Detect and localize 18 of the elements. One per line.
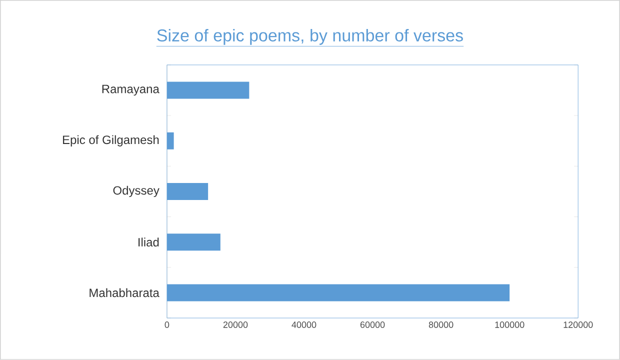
chart-title: Size of epic poems, by number of verses (157, 29, 463, 45)
x-tick-label: 80000 (428, 322, 454, 328)
x-tick-label: 0 (164, 322, 170, 328)
bar (166, 82, 250, 99)
x-tick-label: 60000 (360, 322, 385, 328)
x-tick-label: 100000 (495, 322, 524, 328)
bar (166, 234, 220, 251)
y-tick-label: Ramayana (102, 84, 160, 96)
y-tick-label: Mahabharata (90, 288, 160, 298)
x-tick-label: 120000 (564, 322, 593, 328)
y-tick-label: Epic of Gilgamesh (63, 135, 159, 146)
bar (166, 132, 174, 150)
bar (166, 284, 510, 302)
x-tick-label: 20000 (223, 322, 248, 328)
x-tick-label: 40000 (292, 322, 316, 328)
y-tick-label: Iliad (138, 238, 159, 247)
bar (166, 182, 208, 200)
y-tick-label: Odyssey (113, 186, 160, 198)
